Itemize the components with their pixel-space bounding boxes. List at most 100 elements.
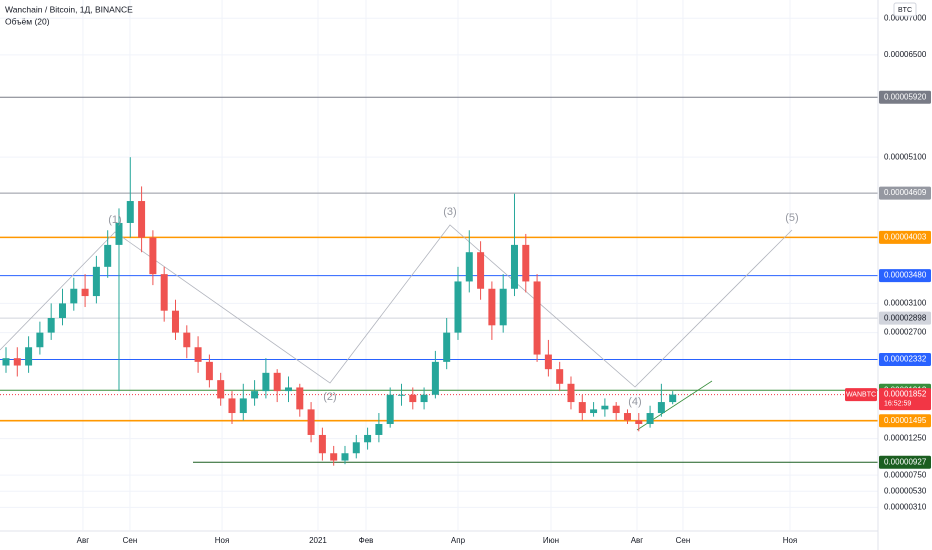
candle-body <box>522 244 530 282</box>
price-box <box>879 353 931 367</box>
candle-body <box>510 244 518 289</box>
candle-body <box>477 252 485 289</box>
candle-body <box>420 394 428 403</box>
y-tick-label: 0.00002700 <box>884 328 927 337</box>
price-axis: Авг Сен Ноя 2021 Фев Апр Июн Авг Сен Ноя 0.0000700… <box>77 13 931 545</box>
x-tick-label: Авг <box>77 536 90 545</box>
candle-body <box>262 372 270 392</box>
y-tick-label: 0.00005100 <box>884 152 927 161</box>
candle-body <box>646 413 654 424</box>
candle-body <box>544 354 552 370</box>
candle-body <box>364 434 372 443</box>
wave-label: (5) <box>785 212 798 224</box>
price-box-label: 0.00001495 <box>884 416 927 425</box>
wave-label: (2) <box>323 391 336 403</box>
x-tick-label: Ноя <box>783 536 798 545</box>
candle-body <box>623 413 631 421</box>
x-tick-label: Ноя <box>215 536 230 545</box>
candle-body <box>431 361 439 395</box>
candle-body <box>228 398 236 414</box>
currency-box[interactable] <box>893 2 917 17</box>
candle-body <box>567 383 575 403</box>
grid <box>0 0 878 530</box>
candle-body <box>2 358 10 366</box>
candle-body <box>409 394 417 403</box>
candle-body <box>465 252 473 282</box>
price-box <box>879 455 931 469</box>
x-tick-label: 2021 <box>309 536 327 545</box>
x-tick-label: Июн <box>543 536 559 545</box>
price-box <box>879 414 931 428</box>
price-box <box>879 311 931 325</box>
candle-body <box>205 361 213 381</box>
candle-body <box>36 332 44 348</box>
candle-body <box>488 288 496 326</box>
candle-body <box>217 380 225 399</box>
last-price-label: 0.00001852 <box>884 390 927 399</box>
price-box-label: 0.00004609 <box>884 188 927 197</box>
y-tick-label: 0.00003100 <box>884 298 927 307</box>
candle-body <box>307 409 315 435</box>
candle-body <box>612 405 620 414</box>
x-tick-label: Сен <box>676 536 691 545</box>
candle-body <box>194 347 202 362</box>
candle-body <box>330 453 338 461</box>
candle-body <box>183 332 191 348</box>
candle-body <box>296 387 304 410</box>
candle-body <box>375 424 383 435</box>
price-box <box>879 230 931 244</box>
x-tick-label: Апр <box>451 536 466 545</box>
symbol-box <box>845 388 877 402</box>
candles <box>2 157 677 466</box>
candle-body <box>499 288 507 326</box>
y-tick-label: 0.00000530 <box>884 486 927 495</box>
levels <box>0 96 878 463</box>
countdown: 16:52:59 <box>884 400 911 407</box>
candle-body <box>149 237 157 275</box>
candle-body <box>443 332 451 362</box>
y-tick-label: 0.00001250 <box>884 434 927 443</box>
candle-body <box>126 201 134 223</box>
candle-body <box>58 303 66 318</box>
candle-body <box>556 369 564 384</box>
wave-label: (1) <box>108 214 121 226</box>
candle-body <box>92 266 100 297</box>
price-box-label: 0.00002898 <box>884 313 927 322</box>
price-box-label: 0.00000927 <box>884 457 927 466</box>
candle-body <box>160 274 168 311</box>
candle-body <box>601 405 609 410</box>
wave-label: (3) <box>443 206 456 218</box>
candle-body <box>341 453 349 461</box>
candle-body <box>635 420 643 424</box>
x-tick-label: Авг <box>631 536 644 545</box>
candle-body <box>590 409 598 414</box>
candle-body <box>533 281 541 355</box>
price-box <box>879 186 931 200</box>
candle-body <box>239 398 247 414</box>
currency[interactable]: BTC <box>898 7 912 14</box>
y-tick-label: 0.00007000 <box>884 13 927 22</box>
candle-body <box>386 394 394 424</box>
candle-body <box>251 391 259 399</box>
candle-body <box>284 387 292 392</box>
candle-body <box>47 318 55 333</box>
candle-body <box>669 394 677 403</box>
candle-body <box>13 358 21 366</box>
candle-body <box>352 442 360 454</box>
y-tick-label: 0.00000310 <box>884 502 927 511</box>
wave-label: (4) <box>628 396 641 408</box>
candle-body <box>138 201 146 238</box>
candle-body <box>397 394 405 396</box>
price-box <box>879 90 931 104</box>
price-box-label: 0.00004003 <box>884 232 927 241</box>
candle-body <box>70 288 78 304</box>
candle-body <box>115 222 123 245</box>
candle-body <box>81 288 89 297</box>
price-box <box>879 269 931 283</box>
price-box-label: 0.00003480 <box>884 271 927 280</box>
last-price-box <box>879 388 931 411</box>
candle-body <box>273 372 281 392</box>
symbol-label: WANBTC <box>846 391 876 398</box>
chart-title: Wanchain / Bitcoin, 1Д, BINANCE <box>5 4 133 14</box>
